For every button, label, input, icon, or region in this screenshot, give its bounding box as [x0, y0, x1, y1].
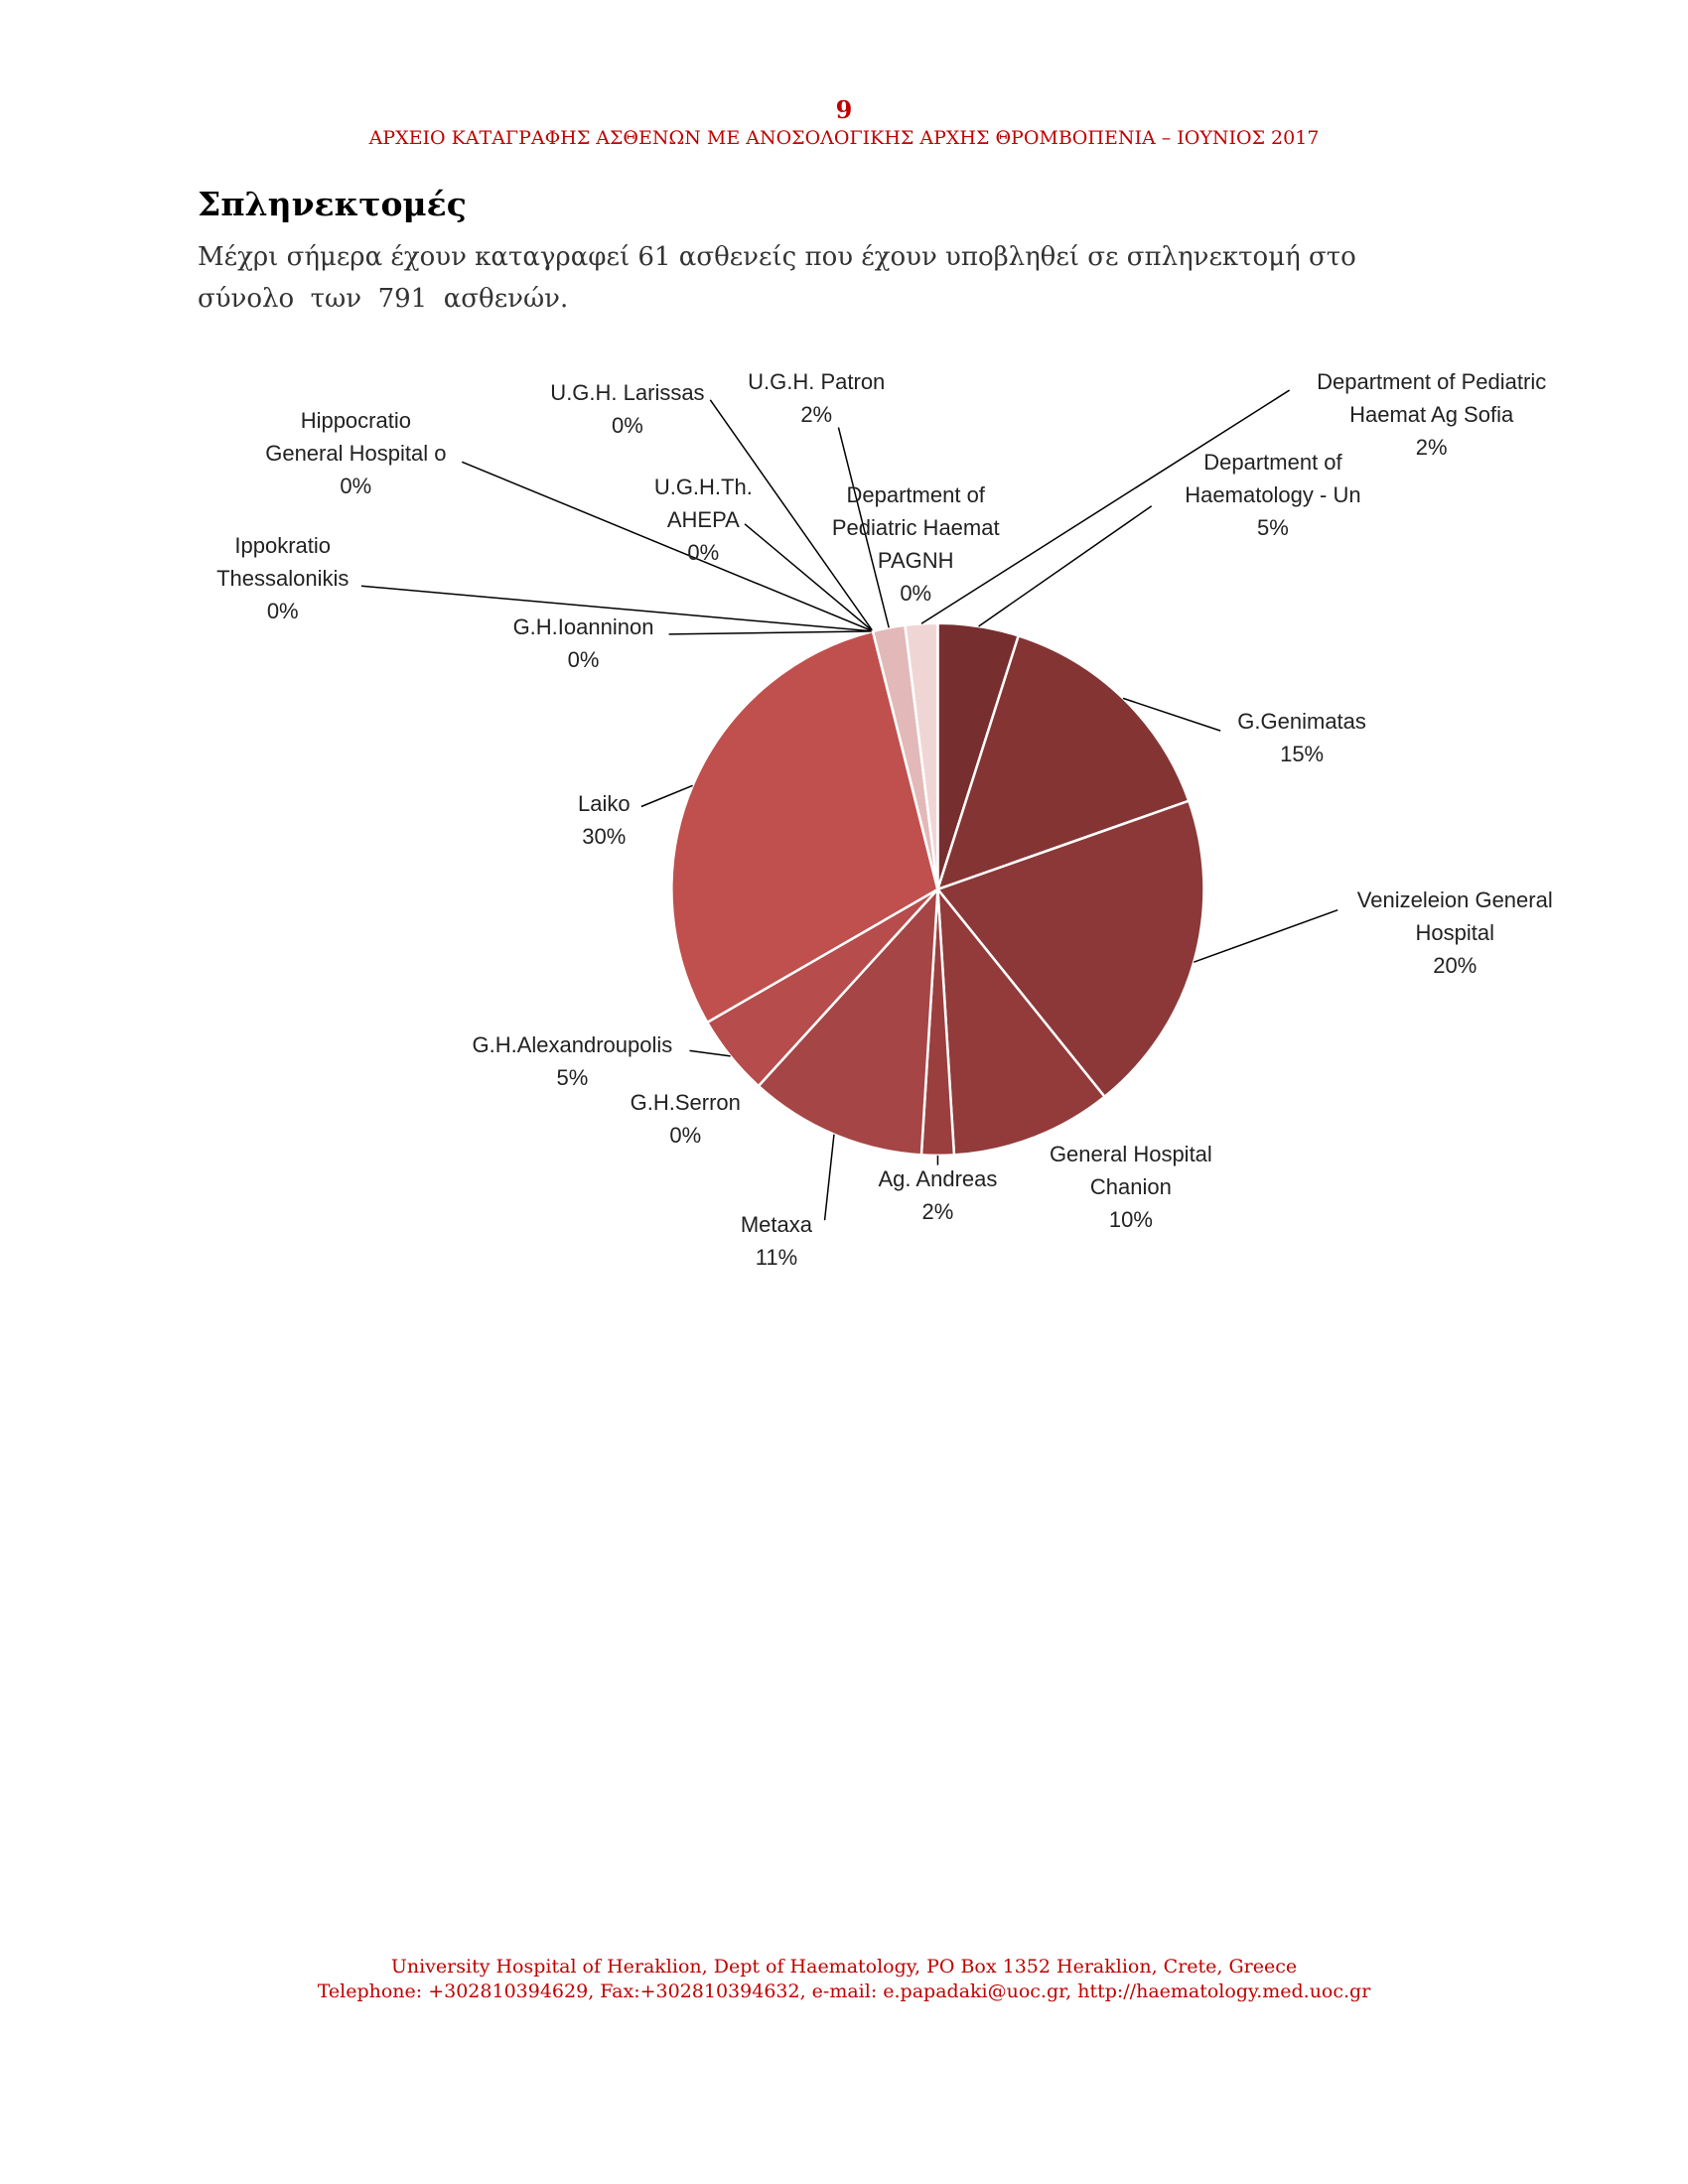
category-name: U.G.H. Larissas — [550, 380, 705, 406]
value-label: 2% — [800, 402, 833, 428]
pie-slice — [935, 799, 1205, 1099]
category-name: Department of Pediatric Haemat PAGNH — [831, 481, 1000, 573]
slice-label: Ippokratio Thessalonikis 0% — [216, 529, 349, 627]
category-name: Hippocratio General Hospital o — [265, 407, 447, 466]
paragraph-line: Μέχρι σήμερα έχουν καταγραφεί 61 ασθενεί… — [198, 242, 1356, 272]
leader-line — [709, 399, 874, 632]
value-label: 0% — [567, 647, 600, 673]
slice-label: Department of Haematology - Un 5% — [1185, 446, 1360, 544]
pie-slice — [904, 621, 939, 889]
pie-slice — [935, 633, 1191, 891]
leader-line — [920, 389, 1291, 624]
value-label: 30% — [582, 824, 627, 850]
category-name: U.G.H. Patron — [748, 369, 886, 395]
category-name: Department of Haematology - Un — [1185, 449, 1361, 507]
category-name: G.H.Serron — [630, 1090, 741, 1116]
value-label: 0% — [612, 413, 643, 439]
value-label: 11% — [755, 1244, 798, 1270]
slice-label: Hippocratio General Hospital o 0% — [265, 404, 446, 502]
category-name: Ag. Andreas — [878, 1165, 998, 1191]
leader-line — [823, 1134, 835, 1221]
category-name: Metaxa — [740, 1211, 813, 1237]
slice-label: Metaxa 11% — [741, 1208, 812, 1274]
slice-label: G.H.Alexandroupolis 5% — [472, 1028, 672, 1094]
leader-line — [360, 585, 874, 632]
leader-line — [744, 523, 874, 632]
category-name: U.G.H.Th. AHEPA — [653, 474, 753, 532]
slice-label: U.G.H. Larissas 0% — [550, 376, 704, 442]
value-label: 0% — [687, 539, 720, 565]
slice-label: Laiko 30% — [578, 787, 631, 853]
category-name: Laiko — [578, 791, 631, 817]
leader-line — [1122, 697, 1221, 732]
value-label: 0% — [340, 473, 372, 498]
leader-line — [461, 461, 874, 632]
slice-label: U.G.H.Th. AHEPA 0% — [654, 471, 753, 569]
category-name: General Hospital Chanion — [1049, 1141, 1212, 1199]
pie-slice — [670, 629, 939, 1024]
running-title: ΑΡΧΕΙΟ ΚΑΤΑΓΡΑΦΗΣ ΑΣΘΕΝΩΝ ΜΕ ΑΝΟΣΟΛΟΓΙΚΗ… — [368, 127, 1320, 149]
slice-label: Department of Pediatric Haemat Ag Sofia 2… — [1317, 365, 1546, 464]
value-label: 5% — [1257, 514, 1289, 540]
category-name: G.H.Ioanninon — [512, 614, 654, 640]
slice-label: G.H.Ioanninon 0% — [513, 611, 654, 676]
category-name: G.H.Alexandroupolis — [472, 1032, 673, 1058]
category-name: G.Genimatas — [1237, 708, 1366, 734]
slice-label: Ag. Andreas 2% — [879, 1162, 998, 1228]
leader-line — [689, 1049, 731, 1057]
category-name: Ippokratio Thessalonikis — [216, 533, 350, 592]
value-label: 2% — [921, 1198, 954, 1224]
slice-label: Venizeleion General Hospital 20% — [1357, 884, 1553, 982]
leader-line — [1194, 908, 1338, 963]
value-label: 0% — [669, 1123, 702, 1149]
pie-slice — [935, 885, 1107, 1157]
value-label: 0% — [900, 580, 932, 606]
leader-line — [978, 505, 1153, 627]
slice-label: Department of Pediatric Haemat PAGNH 0% — [832, 478, 1000, 610]
category-name: Venizeleion General Hospital — [1356, 887, 1553, 946]
value-label: 15% — [1280, 741, 1325, 766]
value-label: 0% — [266, 599, 299, 624]
value-label: 5% — [556, 1065, 589, 1091]
footer-line: University Hospital of Heraklion, Dept o… — [390, 1956, 1298, 1978]
leader-line — [640, 784, 693, 808]
leader-line — [668, 630, 874, 635]
value-label: 10% — [1108, 1206, 1153, 1232]
section-title: Σπληνεκτομές — [198, 185, 467, 223]
slice-label: G.H.Serron 0% — [631, 1086, 741, 1152]
slice-label: U.G.H. Patron 2% — [748, 365, 885, 431]
slice-label: G.Genimatas 15% — [1237, 705, 1366, 770]
value-label: 2% — [1415, 435, 1448, 461]
leader-line — [837, 427, 890, 628]
slice-label: General Hospital Chanion 10% — [1050, 1138, 1212, 1236]
category-name: Department of Pediatric Haemat Ag Sofia — [1317, 369, 1547, 428]
footer-line: Telephone: +302810394629, Fax:+302810394… — [317, 1980, 1371, 2002]
paragraph-line: σύνολο των 791 ασθενών. — [198, 284, 569, 314]
value-label: 20% — [1433, 953, 1477, 979]
page-number: 9 — [835, 95, 853, 124]
